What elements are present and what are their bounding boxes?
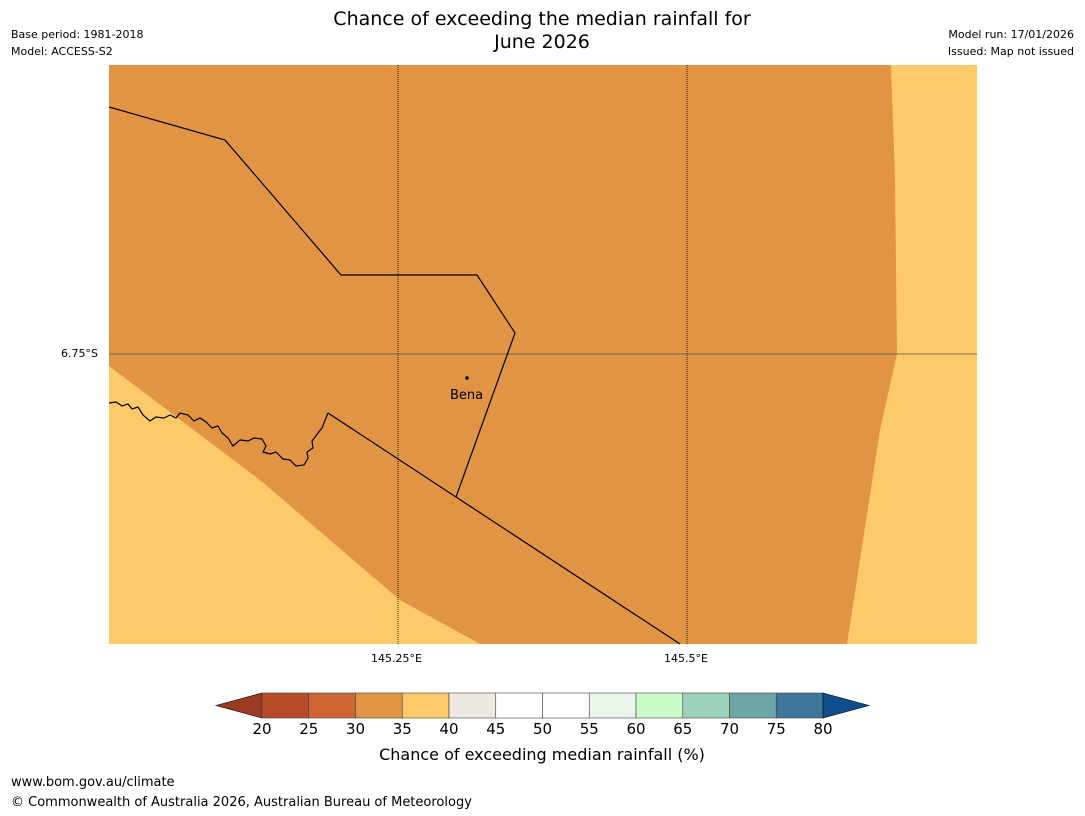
region-35-40-southwest xyxy=(109,366,480,644)
lon-label-145-5: 145.5°E xyxy=(664,652,708,665)
model-run: Model run: 17/01/2026 xyxy=(948,28,1074,41)
base-period: Base period: 1981-2018 xyxy=(11,28,144,41)
place-label-bena: Bena xyxy=(450,388,484,403)
meta-left: Base period: 1981-2018 Model: ACCESS-S2 xyxy=(11,26,143,60)
colorbar xyxy=(214,692,871,719)
colorbar-bin-45-50 xyxy=(495,692,543,719)
colorbar-bin-70-75 xyxy=(729,692,777,719)
colorbar-extend-above xyxy=(822,692,871,719)
colorbar-bin-25-30 xyxy=(308,692,356,719)
footer-url[interactable]: www.bom.gov.au/climate xyxy=(11,775,175,790)
colorbar-tick-40: 40 xyxy=(439,720,459,738)
province-boundary xyxy=(109,106,516,498)
region-35-40-east xyxy=(847,65,977,644)
colorbar-tick-45: 45 xyxy=(486,720,506,738)
title-line-1: Chance of exceeding the median rainfall … xyxy=(333,8,751,30)
model-name: Model: ACCESS-S2 xyxy=(11,45,113,58)
colorbar-extend-below xyxy=(214,692,263,719)
colorbar-bin-50-55 xyxy=(542,692,590,719)
bena-marker[interactable] xyxy=(465,376,469,380)
map-title: Chance of exceeding the median rainfall … xyxy=(242,8,842,54)
colorbar-bin-55-60 xyxy=(588,692,637,719)
footer-copyright: © Commonwealth of Australia 2026, Austra… xyxy=(11,795,472,810)
meta-right: Model run: 17/01/2026 Issued: Map not is… xyxy=(948,26,1074,60)
lat-label-6-75: 6.75°S xyxy=(61,347,98,360)
colorbar-tick-20: 20 xyxy=(252,720,272,738)
colorbar-tick-35: 35 xyxy=(392,720,412,738)
issued-status: Issued: Map not issued xyxy=(947,45,1074,58)
colorbar-bin-60-65 xyxy=(635,692,684,719)
colorbar-bin-30-35 xyxy=(355,692,403,719)
colorbar-title: Chance of exceeding median rainfall (%) xyxy=(379,745,705,764)
lon-label-145-25: 145.25°E xyxy=(371,652,422,665)
colorbar-tick-75: 75 xyxy=(766,720,786,738)
colorbar-bin-75-80 xyxy=(775,692,824,719)
colorbar-tick-30: 30 xyxy=(345,720,366,738)
colorbar-tick-80: 80 xyxy=(813,720,833,738)
colorbar-tick-65: 65 xyxy=(673,720,693,738)
title-line-2: June 2026 xyxy=(494,31,590,53)
province-boundary-south xyxy=(327,412,681,644)
coastline xyxy=(109,401,329,467)
colorbar-tick-50: 50 xyxy=(532,720,553,738)
colorbar-tick-60: 60 xyxy=(626,720,646,738)
colorbar-tick-25: 25 xyxy=(299,720,319,738)
colorbar-bin-20-25 xyxy=(261,692,310,719)
colorbar-bin-40-45 xyxy=(448,692,497,719)
colorbar-bin-65-70 xyxy=(682,692,730,719)
colorbar-tick-70: 70 xyxy=(719,720,740,738)
colorbar-tick-55: 55 xyxy=(579,720,599,738)
colorbar-bin-35-40 xyxy=(401,692,450,719)
